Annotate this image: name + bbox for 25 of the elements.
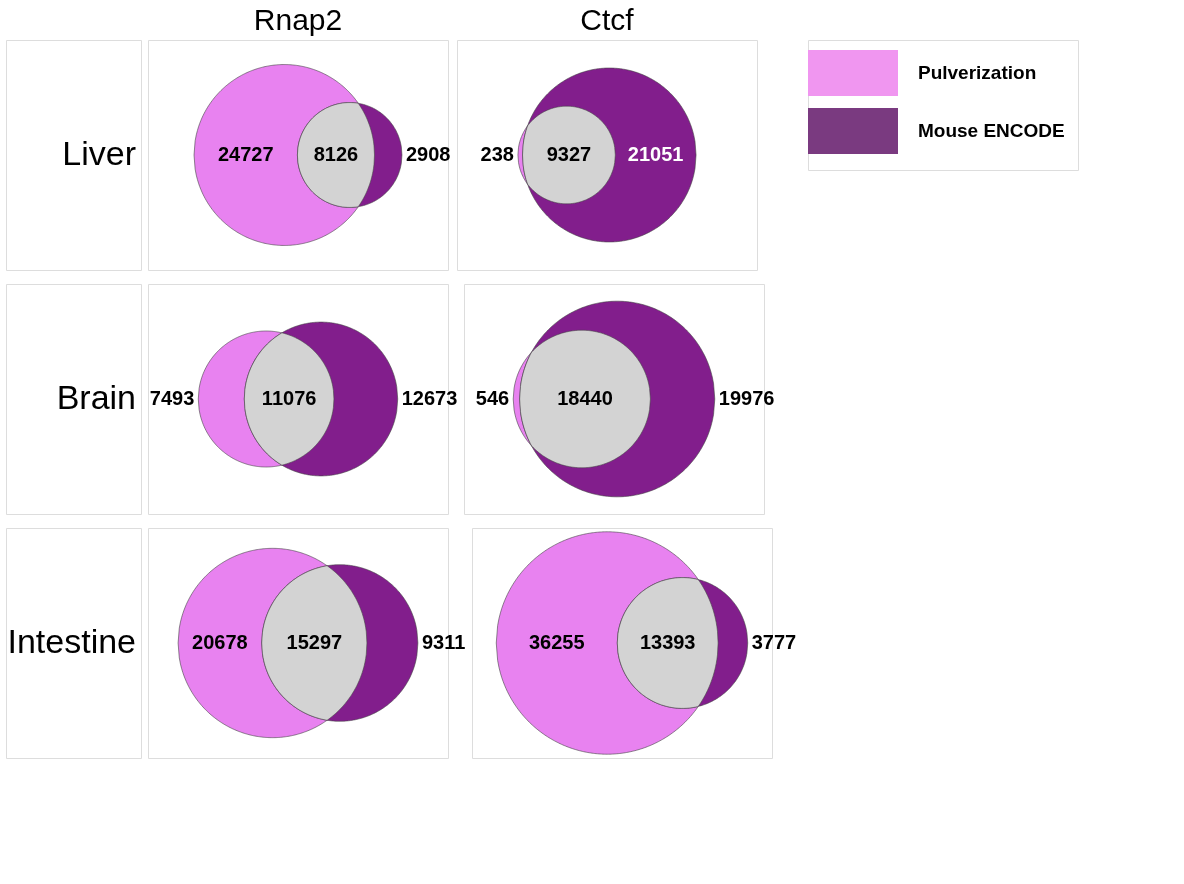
- data-label: 21051: [627, 143, 684, 165]
- text: Brain: [56, 378, 136, 416]
- category-label: Pulverization: [918, 62, 1037, 83]
- data-label: 11076: [261, 387, 317, 409]
- text: Ctcf: [580, 3, 635, 36]
- data-label: 546: [475, 387, 510, 409]
- category-label: Mouse ENCODE: [918, 120, 1065, 141]
- text: Rnap2: [253, 3, 343, 36]
- data-label: 7493: [149, 387, 195, 409]
- data-label: 36255: [528, 631, 585, 653]
- data-label: 20678: [192, 631, 248, 653]
- text: Liver: [62, 134, 136, 172]
- data-label: 12673: [401, 387, 458, 409]
- data-label: 15297: [286, 631, 343, 653]
- data-label: 24727: [217, 143, 274, 165]
- data-label: 18440: [557, 387, 613, 409]
- data-label: 19976: [718, 387, 775, 409]
- data-label: 9327: [546, 143, 592, 165]
- text: Intestine: [7, 622, 136, 660]
- data-label: 238: [480, 143, 514, 165]
- data-label: 13393: [639, 631, 696, 653]
- data-label: 9311: [421, 631, 466, 653]
- data-label: 2908: [405, 143, 451, 165]
- data-label: 8126: [313, 143, 359, 165]
- data-label: 3777: [751, 631, 797, 653]
